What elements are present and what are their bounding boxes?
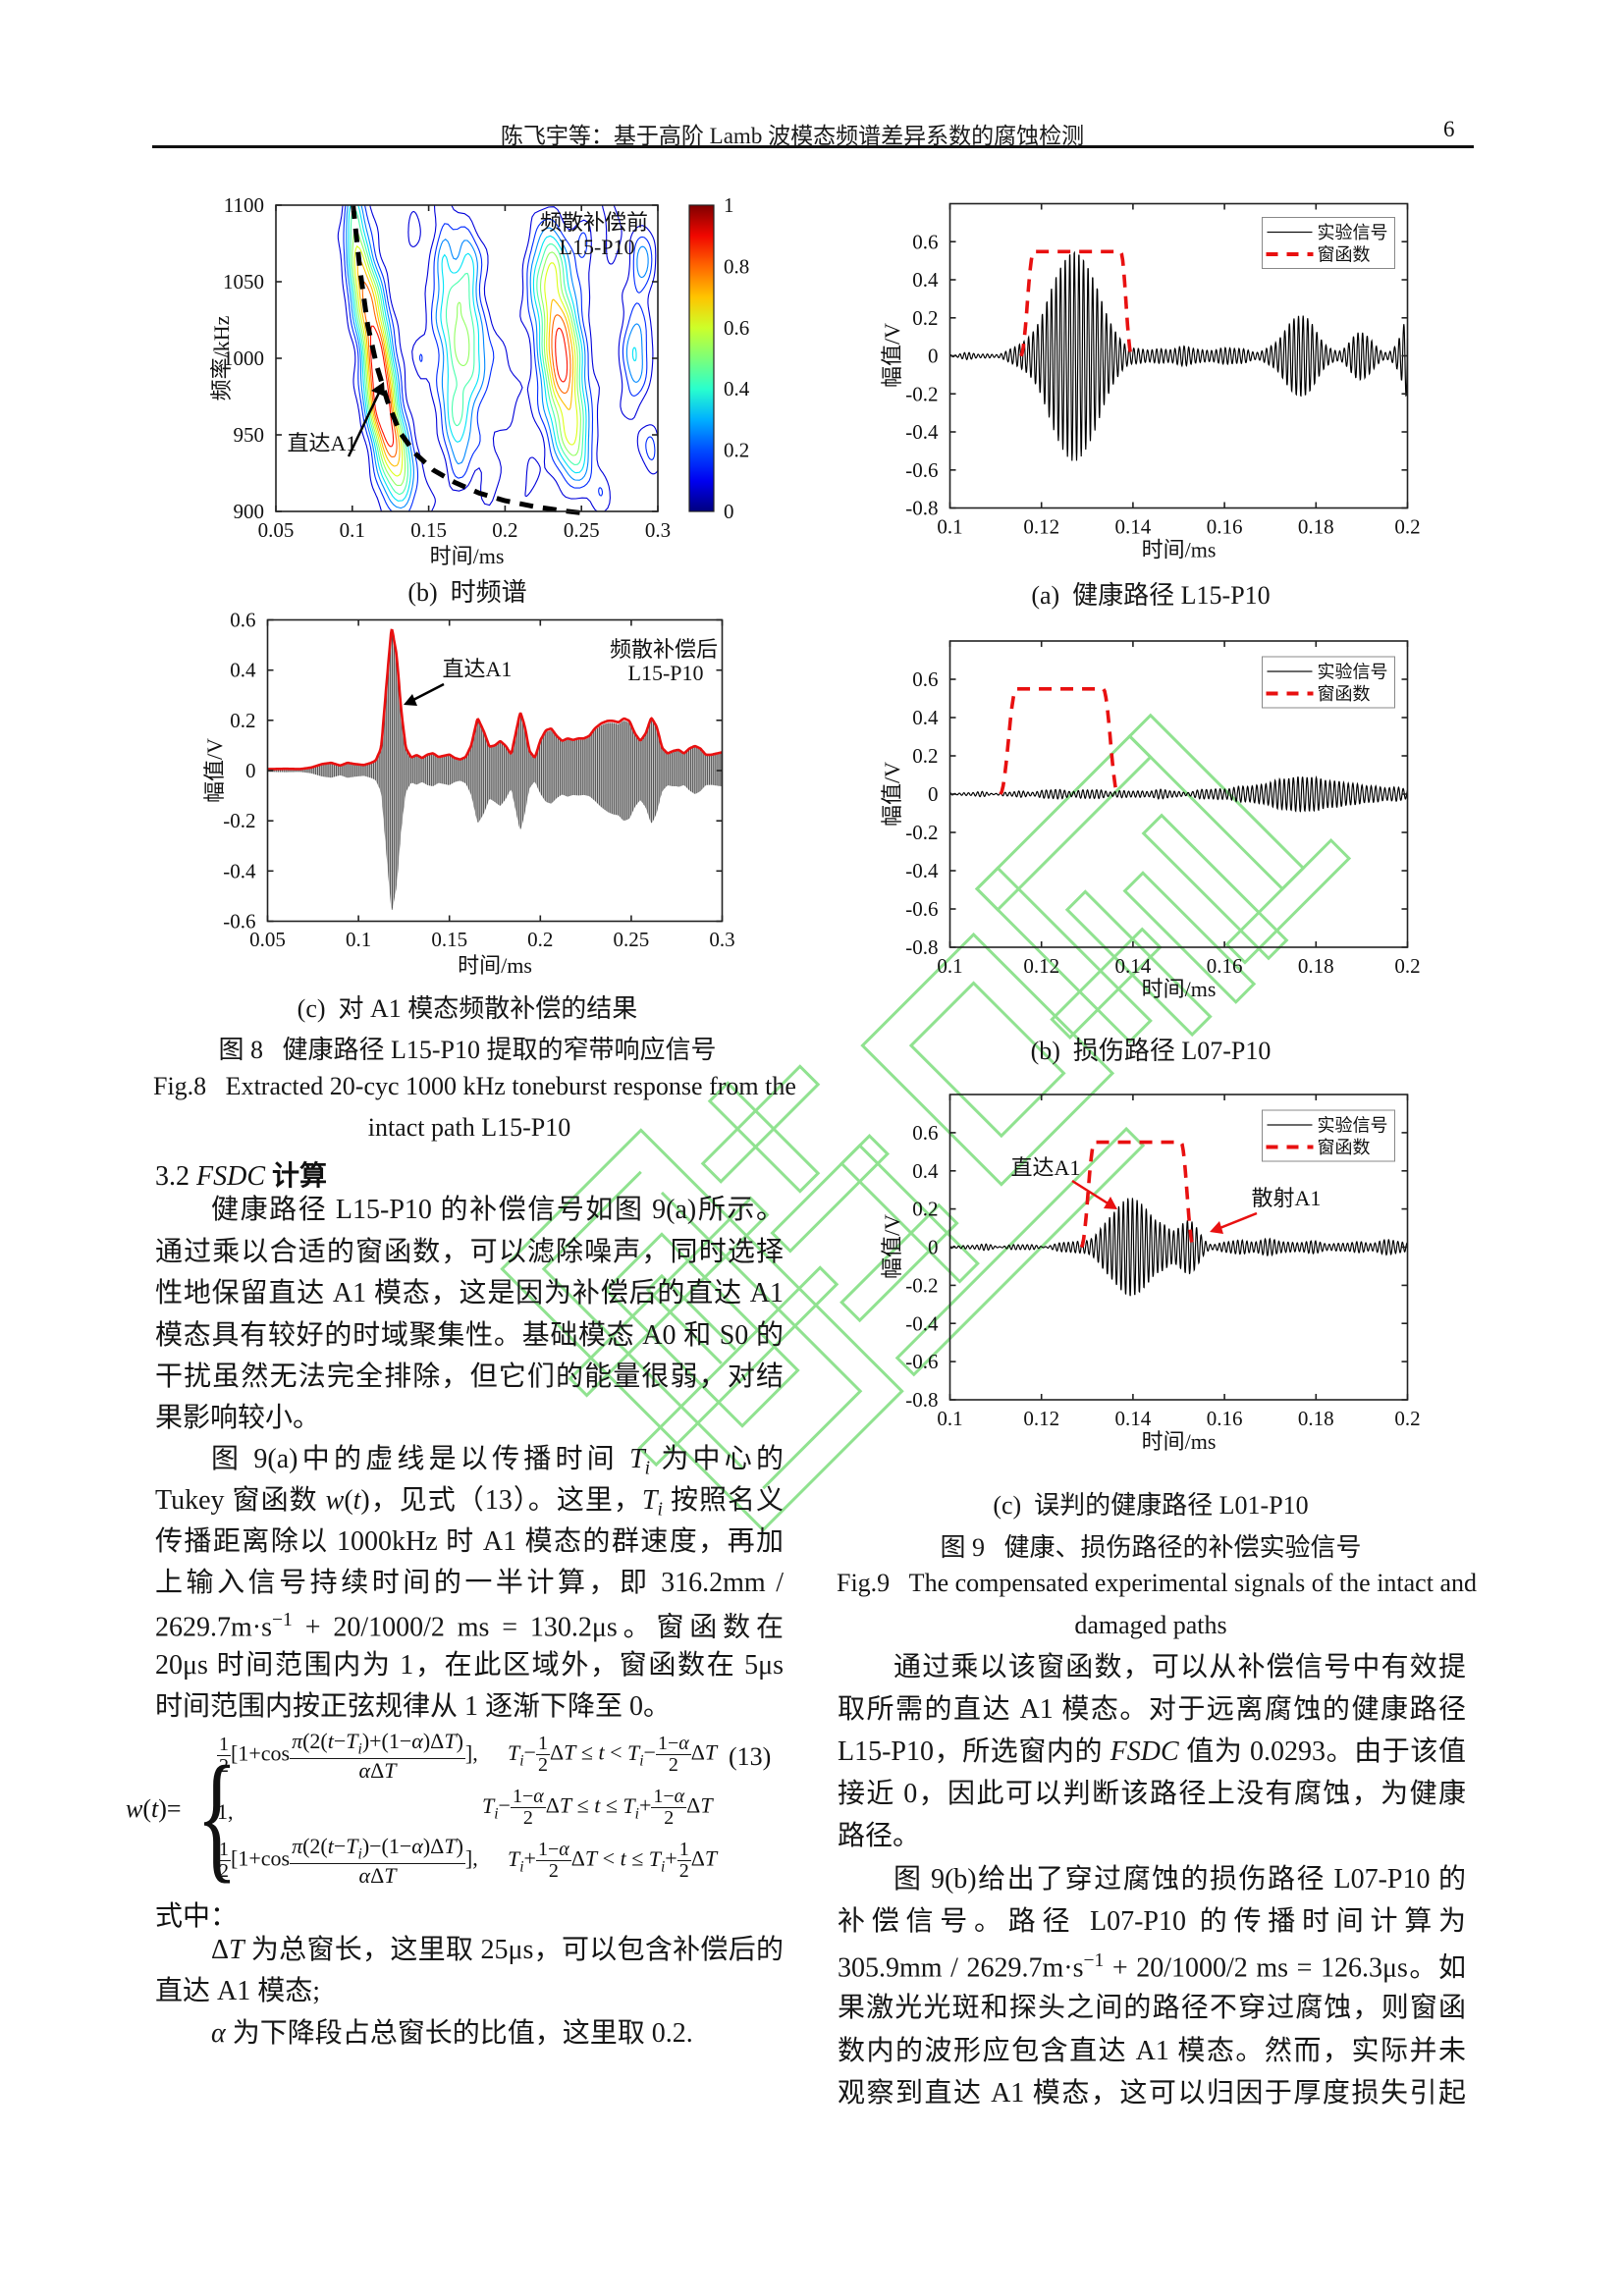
svg-text:-0.8: -0.8 xyxy=(905,935,938,959)
svg-text:0.25: 0.25 xyxy=(564,518,600,542)
svg-text:0.12: 0.12 xyxy=(1023,1407,1059,1430)
svg-text:0.4: 0.4 xyxy=(912,706,939,729)
svg-text:时间/ms: 时间/ms xyxy=(1142,977,1217,1001)
svg-text:0.15: 0.15 xyxy=(410,518,447,542)
svg-text:0.05: 0.05 xyxy=(258,518,295,542)
svg-text:幅值/V: 幅值/V xyxy=(202,738,227,803)
svg-text:直达A1: 直达A1 xyxy=(288,431,357,455)
svg-text:0: 0 xyxy=(928,345,939,368)
svg-text:-0.2: -0.2 xyxy=(905,382,938,405)
svg-text:0.6: 0.6 xyxy=(230,609,255,632)
svg-text:窗函数: 窗函数 xyxy=(1318,684,1371,704)
svg-text:0.2: 0.2 xyxy=(724,439,749,462)
svg-text:0.6: 0.6 xyxy=(912,1121,938,1145)
svg-text:0.1: 0.1 xyxy=(937,1407,962,1430)
svg-text:0: 0 xyxy=(928,1236,939,1259)
svg-text:0.2: 0.2 xyxy=(1394,1407,1420,1430)
svg-text:-0.2: -0.2 xyxy=(905,1273,938,1297)
svg-text:时间/ms: 时间/ms xyxy=(458,953,532,978)
svg-text:实验信号: 实验信号 xyxy=(1318,663,1388,682)
svg-text:0.1: 0.1 xyxy=(346,928,371,951)
svg-text:-0.6: -0.6 xyxy=(905,458,938,482)
svg-text:幅值/V: 幅值/V xyxy=(880,1214,904,1279)
svg-text:0.4: 0.4 xyxy=(230,659,256,682)
svg-text:-0.2: -0.2 xyxy=(223,809,255,832)
svg-text:1000: 1000 xyxy=(223,347,264,370)
svg-text:-0.8: -0.8 xyxy=(905,497,938,520)
svg-text:0.3: 0.3 xyxy=(709,928,734,951)
svg-text:900: 900 xyxy=(234,500,265,523)
svg-text:L15-P10: L15-P10 xyxy=(560,235,635,259)
svg-text:幅值/V: 幅值/V xyxy=(880,323,904,388)
svg-text:0.4: 0.4 xyxy=(912,268,939,292)
svg-text:L15-P10: L15-P10 xyxy=(628,661,704,685)
svg-text:0.2: 0.2 xyxy=(1394,954,1420,978)
svg-text:0.14: 0.14 xyxy=(1115,1407,1152,1430)
svg-text:频率/kHz: 频率/kHz xyxy=(209,315,234,400)
svg-text:0.1: 0.1 xyxy=(340,518,365,542)
svg-text:0.4: 0.4 xyxy=(912,1159,939,1183)
svg-text:0.2: 0.2 xyxy=(912,744,938,768)
svg-text:0: 0 xyxy=(928,782,939,806)
svg-text:窗函数: 窗函数 xyxy=(1318,1138,1371,1157)
svg-text:直达A1: 直达A1 xyxy=(1011,1155,1081,1180)
svg-text:0.14: 0.14 xyxy=(1115,954,1152,978)
svg-text:0.18: 0.18 xyxy=(1298,515,1334,539)
svg-text:0.8: 0.8 xyxy=(724,254,749,278)
svg-text:-0.6: -0.6 xyxy=(223,910,255,934)
svg-text:0.2: 0.2 xyxy=(492,518,517,542)
svg-text:0.14: 0.14 xyxy=(1115,515,1152,539)
svg-text:1: 1 xyxy=(724,193,734,217)
svg-text:0.18: 0.18 xyxy=(1298,954,1334,978)
svg-text:0.2: 0.2 xyxy=(1394,515,1420,539)
svg-text:-0.6: -0.6 xyxy=(905,1350,938,1373)
svg-text:-0.4: -0.4 xyxy=(223,859,256,882)
svg-text:时间/ms: 时间/ms xyxy=(430,544,505,568)
svg-text:幅值/V: 幅值/V xyxy=(880,762,904,827)
svg-text:0.2: 0.2 xyxy=(912,1198,938,1221)
svg-text:0.2: 0.2 xyxy=(912,306,938,330)
svg-text:频散补偿前: 频散补偿前 xyxy=(540,210,648,235)
svg-text:时间/ms: 时间/ms xyxy=(1142,1429,1217,1454)
svg-text:0.3: 0.3 xyxy=(645,518,671,542)
svg-text:直达A1: 直达A1 xyxy=(443,657,513,681)
svg-text:0.16: 0.16 xyxy=(1207,1407,1243,1430)
svg-text:-0.4: -0.4 xyxy=(905,420,939,444)
svg-text:0.16: 0.16 xyxy=(1207,954,1243,978)
svg-text:0.12: 0.12 xyxy=(1023,954,1059,978)
svg-text:频散补偿后: 频散补偿后 xyxy=(610,637,718,662)
svg-text:-0.6: -0.6 xyxy=(905,897,938,921)
svg-text:窗函数: 窗函数 xyxy=(1318,245,1371,265)
svg-text:实验信号: 实验信号 xyxy=(1318,223,1388,242)
svg-text:0: 0 xyxy=(245,759,256,782)
svg-text:-0.4: -0.4 xyxy=(905,859,939,882)
svg-text:时间/ms: 时间/ms xyxy=(1142,538,1217,562)
svg-text:-0.2: -0.2 xyxy=(905,821,938,844)
svg-text:0.18: 0.18 xyxy=(1298,1407,1334,1430)
svg-text:0.4: 0.4 xyxy=(724,377,750,400)
svg-text:散射A1: 散射A1 xyxy=(1252,1186,1322,1210)
svg-text:1100: 1100 xyxy=(224,193,264,217)
svg-text:0: 0 xyxy=(724,500,734,523)
svg-text:0.2: 0.2 xyxy=(230,709,255,732)
svg-text:0.6: 0.6 xyxy=(912,230,938,253)
svg-text:0.25: 0.25 xyxy=(614,928,650,951)
svg-text:实验信号: 实验信号 xyxy=(1318,1116,1388,1136)
svg-text:1050: 1050 xyxy=(223,270,264,294)
svg-text:0.1: 0.1 xyxy=(937,954,962,978)
svg-text:-0.4: -0.4 xyxy=(905,1311,939,1335)
svg-text:0.16: 0.16 xyxy=(1207,515,1243,539)
svg-text:0.6: 0.6 xyxy=(912,667,938,691)
svg-text:0.2: 0.2 xyxy=(527,928,553,951)
svg-text:950: 950 xyxy=(234,423,265,447)
svg-text:0.1: 0.1 xyxy=(937,515,962,539)
svg-text:0.12: 0.12 xyxy=(1023,515,1059,539)
svg-text:0.05: 0.05 xyxy=(249,928,286,951)
svg-text:-0.8: -0.8 xyxy=(905,1388,938,1412)
svg-text:0.6: 0.6 xyxy=(724,316,749,340)
svg-text:0.15: 0.15 xyxy=(431,928,467,951)
